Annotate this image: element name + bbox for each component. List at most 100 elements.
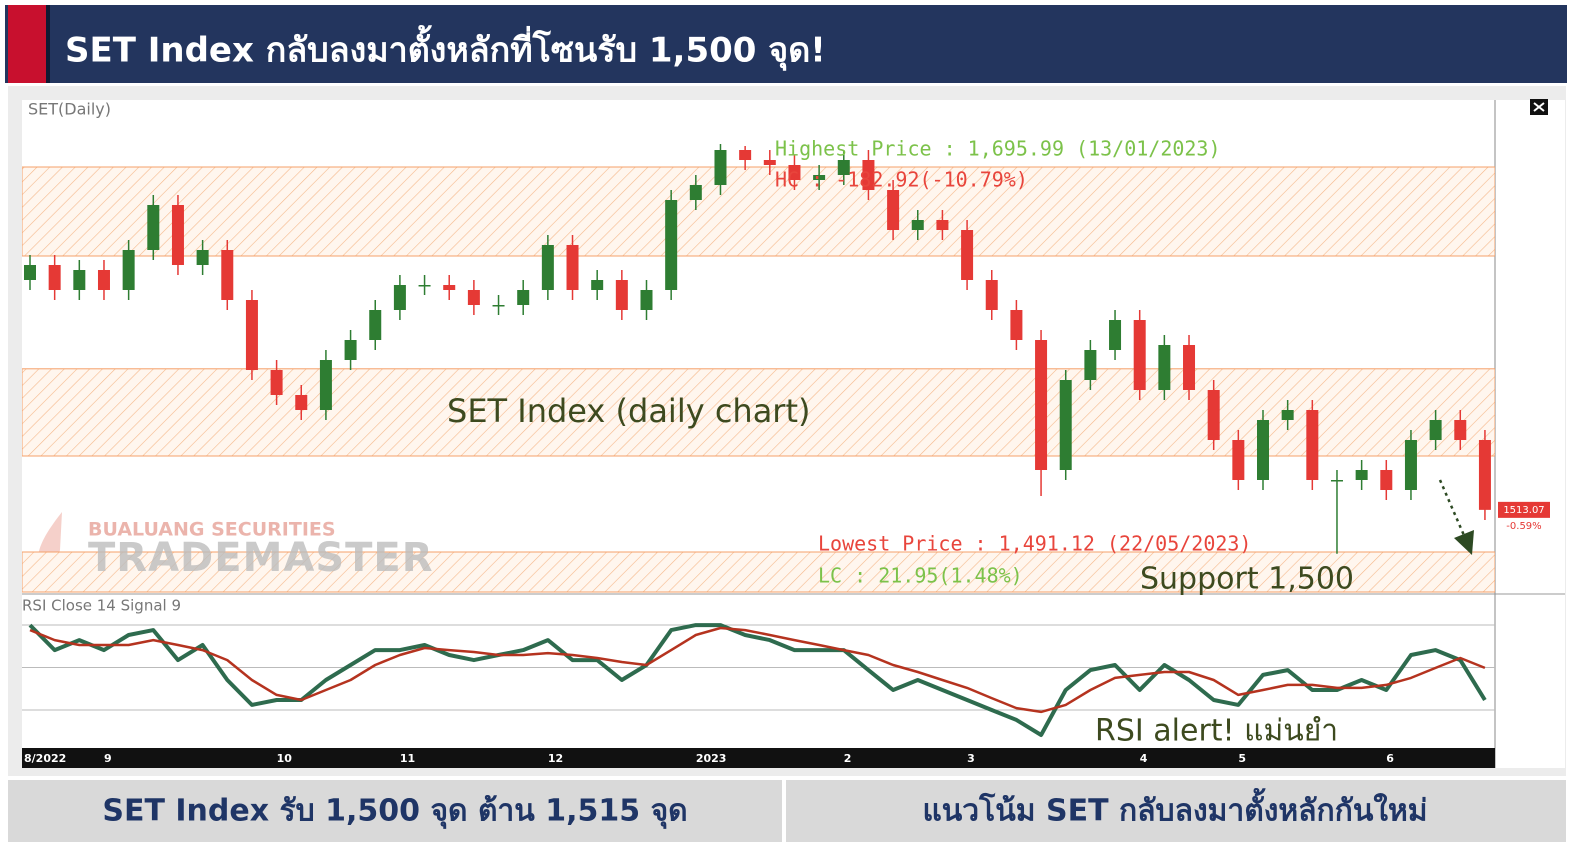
- last-price-label: 1513.07: [1503, 505, 1544, 516]
- candle-body: [1035, 340, 1048, 470]
- candle-body: [467, 290, 480, 305]
- x-tick-label: 2: [844, 752, 852, 765]
- x-tick-label: 2023: [696, 752, 727, 765]
- header-divider: [46, 5, 50, 83]
- candle-body: [813, 175, 826, 180]
- candle-body: [689, 185, 702, 200]
- rsi-line: [29, 626, 1486, 714]
- header-accent: [8, 5, 46, 83]
- footer-right: แนวโน้ม SET กลับลงมาตั้งหลักกันใหม่: [922, 788, 1427, 829]
- candle-body: [591, 280, 604, 290]
- close-icon: [1533, 102, 1545, 112]
- candle-body: [1084, 350, 1097, 380]
- candle-body: [1207, 390, 1220, 440]
- rsi-line: [28, 623, 1487, 737]
- candle-body: [492, 305, 505, 307]
- candle-body: [171, 205, 184, 265]
- watermark-product: TRADEMASTER: [88, 535, 434, 581]
- time-axis-bar: [22, 748, 1495, 768]
- candle-body: [1454, 420, 1467, 440]
- x-tick-label: 12: [548, 752, 563, 765]
- x-tick-label: 9: [104, 752, 112, 765]
- candle-body: [961, 230, 974, 280]
- candle-body: [714, 150, 727, 185]
- candle-body: [763, 160, 776, 165]
- candle-body: [221, 250, 234, 300]
- candle-body: [640, 290, 653, 310]
- candle-body: [1133, 320, 1146, 390]
- header-title: SET Index กลับลงมาตั้งหลักที่โซนรับ 1,50…: [65, 25, 826, 72]
- candle-body: [418, 285, 431, 287]
- candle-body: [665, 200, 678, 290]
- candle-body: [936, 220, 949, 230]
- x-tick-label: 4: [1140, 752, 1148, 765]
- x-tick-label: 8/2022: [24, 752, 66, 765]
- annotation: Support 1,500: [1140, 562, 1354, 597]
- candle-body: [1109, 320, 1122, 350]
- candle-body: [319, 360, 332, 410]
- candle-body: [73, 270, 86, 290]
- annotation: HC : -182.92(-10.79%): [775, 168, 1028, 192]
- candle-body: [985, 280, 998, 310]
- candle-body: [1281, 410, 1294, 420]
- last-change-label: -0.59%: [1506, 521, 1541, 532]
- candle-body: [739, 150, 752, 160]
- candle-body: [270, 370, 283, 395]
- trend-arrowhead: [1454, 530, 1474, 555]
- annotation: SET Index (daily chart): [447, 392, 810, 430]
- support-resistance-zone: [22, 166, 1495, 257]
- candle-body: [1355, 470, 1368, 480]
- candle-body: [1306, 410, 1319, 480]
- footer-left: SET Index รับ 1,500 จุด ต้าน 1,515 จุด: [102, 794, 687, 830]
- rsi-title: RSI Close 14 Signal 9: [22, 597, 181, 615]
- annotation: RSI alert! แม่นยำ: [1095, 714, 1338, 749]
- watermark-brand: BUALUANG SECURITIES: [88, 519, 336, 541]
- candle-body: [911, 220, 924, 230]
- candle-body: [788, 165, 801, 180]
- x-tick-label: 6: [1386, 752, 1394, 765]
- candle-body: [1232, 440, 1245, 480]
- candle-body: [147, 205, 160, 250]
- candle-body: [369, 310, 382, 340]
- candle-body: [1158, 345, 1171, 390]
- footer-left-box: [8, 780, 782, 842]
- support-resistance-zone: [22, 551, 1495, 593]
- x-tick-label: 5: [1238, 752, 1246, 765]
- candle-body: [517, 290, 530, 305]
- candle-body: [393, 285, 406, 310]
- support-resistance-zone: [22, 368, 1495, 457]
- candle-body: [122, 250, 135, 290]
- candle-body: [1478, 440, 1491, 510]
- candle-body: [1183, 345, 1196, 390]
- candle-body: [1429, 420, 1442, 440]
- x-tick-label: 11: [400, 752, 415, 765]
- candle-body: [1330, 480, 1343, 482]
- candle-body: [24, 265, 36, 280]
- candle-body: [295, 395, 308, 410]
- header-bar: [5, 5, 1567, 83]
- candle-body: [1257, 420, 1269, 480]
- candle-body: [862, 160, 875, 190]
- candle-body: [48, 265, 61, 290]
- last-price-box: [1498, 501, 1550, 518]
- candle-body: [541, 245, 554, 290]
- x-tick-label: 10: [277, 752, 293, 765]
- price-plot: [22, 144, 1495, 593]
- annotation: Lowest Price : 1,491.12 (22/05/2023): [818, 532, 1251, 556]
- candle-body: [196, 250, 209, 265]
- footer-right-box: [786, 780, 1566, 842]
- candle-body: [1404, 440, 1417, 490]
- candle-body: [344, 340, 357, 360]
- candle-body: [615, 280, 628, 310]
- annotation: LC : 21.95(1.48%): [818, 564, 1023, 588]
- candle-body: [566, 245, 579, 290]
- x-tick-label: 3: [967, 752, 975, 765]
- candle-body: [97, 270, 110, 290]
- candle-body: [1059, 380, 1072, 470]
- annotation: Highest Price : 1,695.99 (13/01/2023): [775, 137, 1221, 161]
- candle-body: [1010, 310, 1023, 340]
- candle-body: [443, 285, 456, 290]
- chart-title: SET(Daily): [28, 100, 111, 119]
